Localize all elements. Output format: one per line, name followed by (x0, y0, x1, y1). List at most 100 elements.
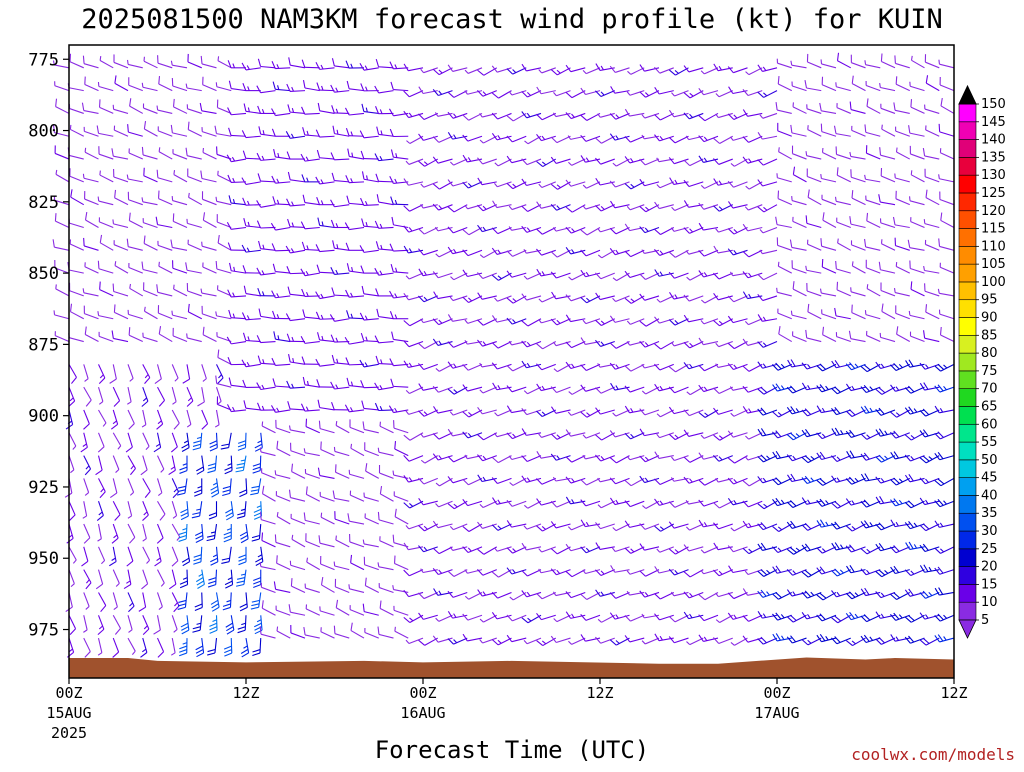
wind-barb-shaft (130, 288, 143, 296)
wind-barb-shaft (188, 291, 202, 296)
wind-barb-shaft (586, 68, 600, 74)
wind-barb-shaft (290, 409, 305, 410)
wind-barb-flag (395, 509, 396, 517)
wind-barb-flag (238, 627, 246, 629)
wind-barb-halfflag (175, 378, 178, 381)
wind-barb-shaft (852, 130, 866, 136)
wind-barb-shaft (881, 291, 895, 296)
wind-barb-flag (319, 421, 320, 429)
wind-barb-flag (492, 363, 497, 369)
wind-barb-shaft (379, 364, 394, 365)
wind-barb-flag (221, 562, 229, 564)
wind-barb-halfflag (627, 92, 630, 96)
wind-barb-halfflag (899, 500, 902, 504)
wind-barb-halfflag (439, 455, 442, 459)
wind-barb-shaft (202, 364, 207, 378)
wind-barb-flag (139, 607, 146, 611)
wind-barb-shaft (778, 266, 791, 273)
wind-barb-flag (835, 543, 839, 550)
wind-barb-flag (196, 653, 203, 657)
wind-barb-shaft (586, 250, 600, 256)
wind-barb-flag (894, 452, 898, 459)
wind-barb-halfflag (660, 527, 663, 530)
wind-barb-flag (182, 448, 189, 452)
wind-barb-shaft (84, 178, 99, 182)
wind-barb-halfflag (244, 646, 248, 648)
wind-barb-shaft (246, 250, 261, 252)
wind-barb-shaft (320, 543, 335, 547)
wind-barb-halfflag (468, 298, 471, 301)
wind-barb-flag (171, 447, 177, 452)
wind-barb-flag (363, 421, 364, 429)
wind-barb-halfflag (763, 478, 766, 482)
wind-barb-shaft (364, 319, 379, 320)
wind-barb-shaft (851, 224, 866, 227)
wind-barb-flag (193, 444, 201, 446)
x-tick-label: 12Z (232, 684, 259, 702)
wind-barb-halfflag (572, 114, 575, 117)
wind-barb-flag (273, 264, 275, 272)
wind-barb-flag (743, 548, 749, 553)
wind-barb-shaft (290, 227, 305, 228)
wind-barb-shaft (349, 589, 364, 593)
wind-barb-shaft (351, 563, 364, 570)
wind-barb-flag (684, 342, 690, 348)
wind-barb-halfflag (188, 398, 191, 401)
terrain-area (69, 657, 954, 678)
wind-barb-shaft (896, 84, 910, 90)
wind-barb-halfflag (336, 88, 338, 92)
wind-barb-flag (581, 500, 586, 506)
wind-barb-flag (820, 520, 824, 527)
wind-barb-flag (333, 490, 334, 498)
wind-barb-halfflag (557, 570, 560, 573)
wind-barb-shaft (305, 385, 320, 387)
wind-barb-flag (301, 269, 305, 276)
wind-barb-flag (941, 327, 942, 335)
wind-barb-shaft (172, 501, 176, 515)
wind-barb-shaft (498, 592, 512, 598)
wind-barb-halfflag (189, 193, 190, 197)
wind-barb-shaft (483, 501, 497, 507)
wind-barb-halfflag (203, 379, 207, 382)
wind-barb-flag (823, 212, 824, 220)
wind-barb-shaft (320, 111, 335, 114)
wind-barb-shaft (409, 273, 423, 279)
wind-barb-flag (418, 114, 424, 120)
wind-barb-shaft (143, 592, 146, 607)
wind-barb-flag (820, 103, 821, 111)
wind-barb-flag (537, 641, 543, 646)
wind-barb-shaft (320, 250, 335, 251)
wind-barb-halfflag (675, 295, 677, 299)
wind-barb-flag (239, 493, 246, 496)
y-tick-label: 950 (28, 549, 59, 569)
wind-barb-shaft (630, 136, 644, 142)
wind-barb-shaft (243, 456, 246, 471)
wind-barb-halfflag (781, 386, 784, 390)
wind-barb-shaft (231, 135, 246, 136)
wind-barb-flag (243, 265, 246, 273)
wind-barb-flag (238, 444, 246, 447)
colorbar-tick-label: 105 (981, 257, 1006, 272)
wind-barb-flag (99, 378, 105, 384)
wind-barb-flag (252, 600, 260, 602)
wind-barb-shaft (172, 524, 180, 537)
wind-barb-flag (177, 493, 185, 495)
wind-barb-flag (852, 76, 853, 84)
wind-barb-flag (551, 549, 557, 554)
wind-barb-flag (362, 171, 363, 179)
wind-barb-flag (229, 310, 231, 318)
wind-barb-flag (361, 266, 364, 273)
wind-barb-shaft (424, 592, 438, 598)
wind-barb-shaft (779, 334, 792, 342)
wind-barb-halfflag (929, 457, 932, 460)
wind-barb-shaft (275, 157, 290, 159)
wind-barb-flag (241, 539, 248, 543)
wind-barb-halfflag (539, 299, 542, 302)
wind-barb-shaft (173, 336, 187, 342)
wind-barb-halfflag (366, 87, 368, 91)
wind-barb-halfflag (716, 620, 719, 623)
wind-barb-shaft (69, 155, 84, 159)
wind-barb-halfflag (277, 64, 279, 68)
wind-barb-halfflag (513, 299, 516, 302)
